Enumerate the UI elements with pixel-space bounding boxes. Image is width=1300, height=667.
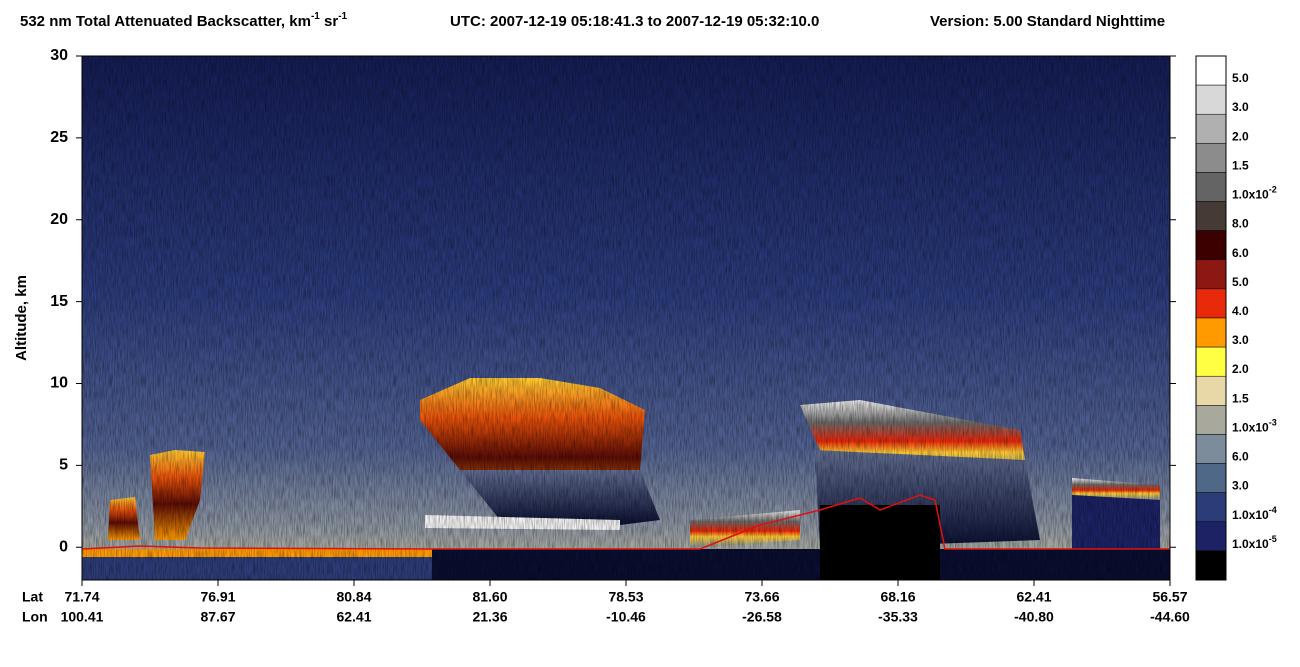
colorbar-label-text: 4.0 — [1232, 304, 1249, 318]
colorbar-label: 6.0 — [1232, 450, 1249, 464]
y-axis-label: Altitude, km — [13, 275, 30, 361]
colorbar-label-text: 6.0 — [1232, 246, 1249, 260]
colorbar-swatch — [1195, 346, 1227, 377]
colorbar-label-text: 1.0x10 — [1232, 537, 1269, 551]
colorbar-swatch — [1195, 201, 1227, 231]
surface-elevation — [82, 494, 1170, 550]
colorbar-label: 4.0 — [1232, 304, 1249, 318]
y-tick-label: 5 — [59, 457, 68, 474]
lat-label: 56.57 — [1152, 589, 1187, 605]
colorbar-label-text: 2.0 — [1232, 130, 1249, 144]
y-tick-label: 0 — [59, 538, 68, 555]
colorbar-swatch — [1195, 84, 1227, 115]
colorbar-swatch — [1195, 521, 1227, 552]
lat-label: 78.53 — [608, 589, 643, 605]
lat-label: 68.16 — [880, 589, 915, 605]
colorbar-label: 3.0 — [1232, 479, 1249, 493]
lat-label: 80.84 — [336, 589, 371, 605]
colorbar-label: 1.0x10-3 — [1232, 418, 1277, 435]
title-superscript: -1 — [311, 11, 320, 22]
colorbar-swatch — [1195, 492, 1227, 523]
colorbar-swatch — [1195, 463, 1227, 493]
colorbar-label: 1.5 — [1232, 159, 1249, 173]
utc-range: UTC: 2007-12-19 05:18:41.3 to 2007-12-19… — [450, 13, 819, 30]
lon-label: 87.67 — [200, 609, 235, 625]
title-superscript: -1 — [338, 11, 347, 22]
lon-label: 100.41 — [61, 609, 104, 625]
colorbar-label-exponent: -5 — [1269, 534, 1277, 544]
chart-title: 532 nm Total Attenuated Backscatter, km-… — [20, 11, 348, 30]
colorbar-label-text: 5.0 — [1232, 275, 1249, 289]
y-tick-label: 15 — [50, 293, 68, 310]
lat-label: 71.74 — [64, 589, 99, 605]
colorbar-label: 6.0 — [1232, 246, 1249, 260]
colorbar-label: 2.0 — [1232, 362, 1249, 376]
colorbar-label: 1.5 — [1232, 392, 1249, 406]
colorbar-swatch — [1195, 550, 1227, 581]
noise — [82, 56, 1170, 580]
lon-label: -26.58 — [742, 609, 782, 625]
colorbar-label: 1.0x10-4 — [1232, 505, 1277, 522]
colorbar-label-text: 2.0 — [1232, 362, 1249, 376]
colorbar-label: 8.0 — [1232, 217, 1249, 231]
colorbar-label-text: 3.0 — [1232, 333, 1249, 347]
colorbar-label-text: 5.0 — [1232, 71, 1249, 85]
backscatter-image — [82, 56, 1170, 580]
colorbar-label: 1.0x10-2 — [1232, 185, 1277, 202]
colorbar-label: 3.0 — [1232, 100, 1249, 114]
x-row-label: Lon — [22, 609, 48, 625]
colorbar-label-exponent: -3 — [1269, 418, 1277, 428]
y-tick-label: 25 — [50, 129, 68, 146]
lat-label: 62.41 — [1016, 589, 1051, 605]
colorbar-label-text: 3.0 — [1232, 100, 1249, 114]
colorbar-swatch — [1195, 434, 1227, 464]
colorbar-swatch — [1195, 172, 1227, 202]
colorbar-swatch — [1195, 259, 1227, 290]
colorbar-label: 5.0 — [1232, 71, 1249, 85]
colorbar-swatch — [1195, 375, 1227, 406]
colorbar-label-exponent: -2 — [1269, 185, 1277, 195]
y-tick-label: 30 — [50, 47, 68, 64]
colorbar-swatch — [1195, 55, 1227, 86]
colorbar-label: 3.0 — [1232, 333, 1249, 347]
lon-label: 21.36 — [472, 609, 507, 625]
colorbar-label-text: 1.0x10 — [1232, 421, 1269, 435]
x-row-label: Lat — [22, 589, 43, 605]
lat-label: 73.66 — [744, 589, 779, 605]
colorbar-swatch — [1195, 143, 1227, 173]
colorbar-label-text: 8.0 — [1232, 217, 1249, 231]
colorbar-swatch — [1195, 113, 1227, 144]
lon-label: 62.41 — [336, 609, 371, 625]
colorbar-label-text: 1.0x10 — [1232, 188, 1269, 202]
title-part: sr — [320, 13, 339, 30]
colorbar-swatch — [1195, 317, 1227, 348]
colorbar-label-text: 1.0x10 — [1232, 508, 1269, 522]
colorbar-label-text: 3.0 — [1232, 479, 1249, 493]
colorbar-label: 5.0 — [1232, 275, 1249, 289]
colorbar-swatch — [1195, 230, 1227, 261]
colorbar-label-text: 6.0 — [1232, 450, 1249, 464]
colorbar-label: 1.0x10-5 — [1232, 534, 1277, 551]
colorbar-label-text: 1.5 — [1232, 159, 1249, 173]
colorbar-swatch — [1195, 288, 1227, 319]
colorbar-frame — [1195, 55, 1227, 581]
colorbar-label-text: 1.5 — [1232, 392, 1249, 406]
lon-label: -35.33 — [878, 609, 918, 625]
lon-label: -44.60 — [1150, 609, 1190, 625]
version: Version: 5.00 Standard Nighttime — [930, 13, 1165, 30]
lon-label: -40.80 — [1014, 609, 1054, 625]
colorbar-label: 2.0 — [1232, 130, 1249, 144]
lat-label: 81.60 — [472, 589, 507, 605]
colorbar-swatch — [1195, 405, 1227, 435]
title-part: 532 nm Total Attenuated Backscatter, km — [20, 13, 311, 30]
colorbar-label-exponent: -4 — [1269, 505, 1277, 515]
y-tick-label: 10 — [50, 375, 68, 392]
lon-label: -10.46 — [606, 609, 646, 625]
y-tick-label: 20 — [50, 211, 68, 228]
lat-label: 76.91 — [200, 589, 235, 605]
